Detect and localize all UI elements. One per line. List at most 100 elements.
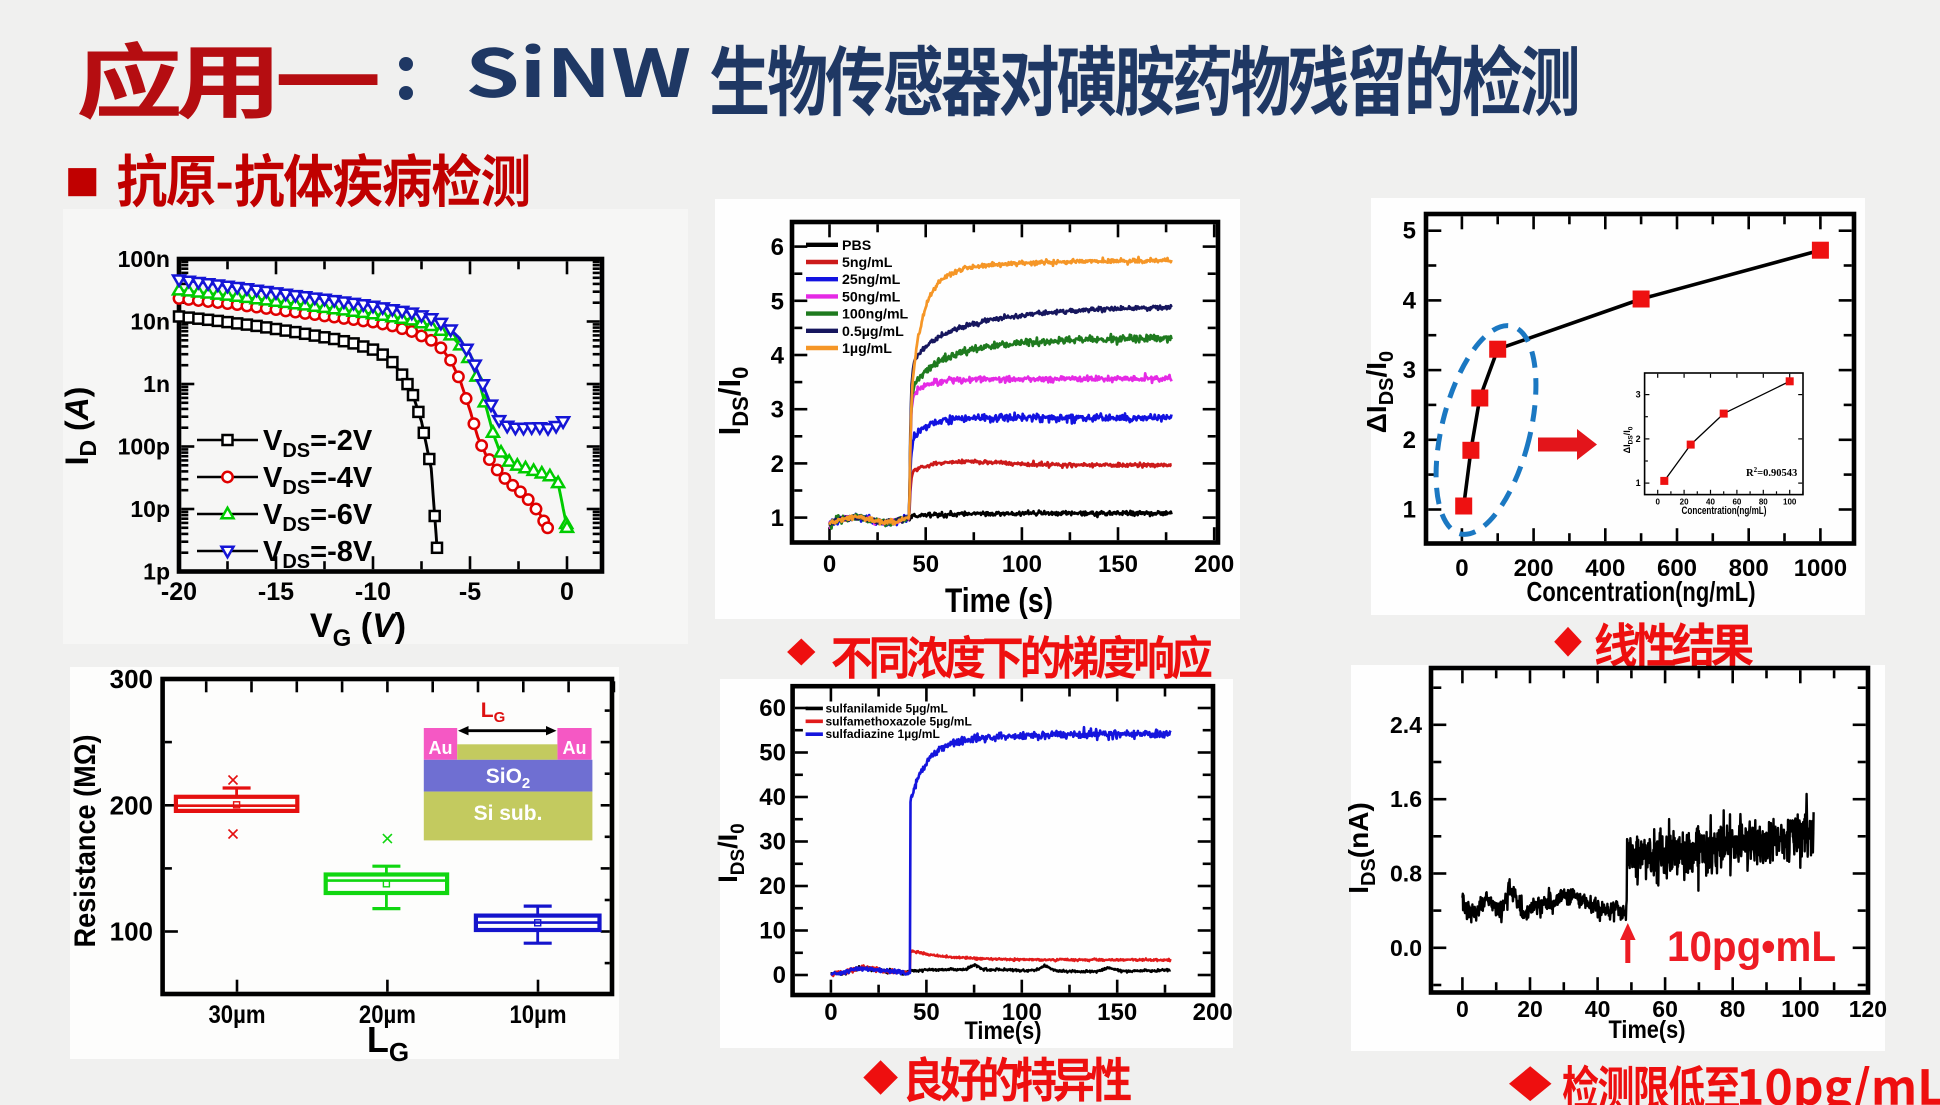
svg-text:100: 100 bbox=[1783, 498, 1797, 507]
svg-text:150: 150 bbox=[1098, 551, 1138, 578]
svg-text:-15: -15 bbox=[258, 578, 294, 606]
svg-text:0: 0 bbox=[560, 578, 574, 606]
svg-text:sulfanilamide 5µg/mL: sulfanilamide 5µg/mL bbox=[826, 701, 948, 715]
svg-text:4: 4 bbox=[771, 343, 785, 370]
svg-text:VG (V): VG (V) bbox=[310, 607, 406, 652]
svg-text:1: 1 bbox=[771, 505, 784, 532]
svg-text:100ng/mL: 100ng/mL bbox=[842, 307, 909, 323]
svg-text:10p: 10p bbox=[130, 496, 170, 522]
svg-text:2: 2 bbox=[1636, 434, 1641, 444]
svg-text:0: 0 bbox=[824, 999, 837, 1026]
svg-text:0: 0 bbox=[773, 962, 786, 989]
svg-text:2.4: 2.4 bbox=[1390, 712, 1422, 738]
svg-text:-10: -10 bbox=[355, 578, 391, 606]
svg-text:Resistance (MΩ): Resistance (MΩ) bbox=[69, 735, 102, 948]
svg-text:100n: 100n bbox=[118, 246, 170, 272]
svg-text:40: 40 bbox=[759, 784, 786, 811]
svg-text:VDS=-2V: VDS=-2V bbox=[263, 425, 373, 462]
svg-text:Si sub.: Si sub. bbox=[474, 802, 543, 825]
svg-text:50: 50 bbox=[913, 999, 940, 1026]
svg-text:-20: -20 bbox=[161, 578, 197, 606]
svg-text:50ng/mL: 50ng/mL bbox=[842, 289, 901, 305]
svg-text:3: 3 bbox=[771, 397, 784, 424]
svg-text:150: 150 bbox=[1097, 999, 1137, 1026]
svg-text:300: 300 bbox=[110, 664, 153, 694]
svg-text:60: 60 bbox=[1732, 498, 1741, 507]
svg-text:60: 60 bbox=[1652, 996, 1678, 1022]
svg-text:VDS=-6V: VDS=-6V bbox=[263, 499, 373, 536]
svg-text:10: 10 bbox=[759, 918, 786, 945]
svg-text:0: 0 bbox=[1655, 498, 1660, 507]
svg-text:100: 100 bbox=[1002, 999, 1042, 1026]
svg-text:80: 80 bbox=[1759, 498, 1768, 507]
svg-text:3: 3 bbox=[1636, 390, 1641, 400]
svg-text:VDS=-4V: VDS=-4V bbox=[263, 462, 373, 499]
svg-text:1µg/mL: 1µg/mL bbox=[842, 341, 892, 357]
svg-text:0: 0 bbox=[1455, 555, 1468, 582]
svg-text:800: 800 bbox=[1729, 555, 1769, 582]
svg-text:20: 20 bbox=[1517, 996, 1543, 1022]
svg-text:Au: Au bbox=[429, 738, 453, 758]
svg-text:10pg•mL: 10pg•mL bbox=[1667, 923, 1836, 971]
svg-text:PBS: PBS bbox=[842, 238, 871, 254]
svg-text:200: 200 bbox=[1194, 551, 1234, 578]
svg-text:60: 60 bbox=[759, 695, 786, 722]
svg-text:LG: LG bbox=[367, 1019, 409, 1067]
svg-text:30µm: 30µm bbox=[209, 1001, 266, 1029]
svg-text:40: 40 bbox=[1585, 996, 1611, 1022]
svg-text:R2=0.90543: R2=0.90543 bbox=[1746, 466, 1797, 479]
svg-text:5: 5 bbox=[771, 288, 784, 315]
svg-text:600: 600 bbox=[1657, 555, 1697, 582]
svg-text:1: 1 bbox=[1636, 478, 1641, 488]
svg-text:Time (s): Time (s) bbox=[945, 582, 1053, 620]
svg-text:1p: 1p bbox=[143, 559, 170, 585]
svg-text:200: 200 bbox=[1514, 555, 1554, 582]
svg-text:0.5µg/mL: 0.5µg/mL bbox=[842, 324, 904, 340]
svg-text:0.0: 0.0 bbox=[1390, 935, 1422, 961]
svg-text:3: 3 bbox=[1403, 357, 1416, 384]
svg-text:Time(s): Time(s) bbox=[1609, 1016, 1686, 1044]
svg-text:IDS/I0: IDS/I0 bbox=[713, 823, 749, 883]
svg-text:4: 4 bbox=[1403, 287, 1417, 314]
svg-text:Concentration(ng/mL): Concentration(ng/mL) bbox=[1527, 576, 1756, 607]
svg-text:2: 2 bbox=[771, 451, 784, 478]
svg-text:20: 20 bbox=[1680, 498, 1689, 507]
svg-text:10n: 10n bbox=[130, 309, 170, 335]
svg-text:200: 200 bbox=[1193, 999, 1233, 1026]
svg-text:1.6: 1.6 bbox=[1390, 786, 1422, 812]
svg-text:Au: Au bbox=[563, 738, 587, 758]
svg-text:30: 30 bbox=[759, 829, 786, 856]
svg-text:1n: 1n bbox=[143, 371, 170, 397]
svg-text:1: 1 bbox=[1403, 497, 1416, 524]
svg-text:1000: 1000 bbox=[1794, 555, 1847, 582]
svg-text:Time(s): Time(s) bbox=[965, 1017, 1042, 1045]
svg-text:Concentration(ng/mL): Concentration(ng/mL) bbox=[1682, 505, 1767, 517]
svg-text:100: 100 bbox=[1002, 551, 1042, 578]
svg-text:10µm: 10µm bbox=[510, 1001, 567, 1029]
svg-text:100: 100 bbox=[1781, 996, 1819, 1022]
svg-text:ΔIDS/I0: ΔIDS/I0 bbox=[1622, 426, 1635, 453]
svg-text:20µm: 20µm bbox=[359, 1001, 416, 1029]
svg-text:200: 200 bbox=[110, 790, 153, 820]
svg-text:sulfadiazine 1µg/mL: sulfadiazine 1µg/mL bbox=[826, 727, 940, 741]
svg-text:0: 0 bbox=[1456, 996, 1469, 1022]
svg-text:-5: -5 bbox=[459, 578, 481, 606]
svg-text:50: 50 bbox=[759, 740, 786, 767]
svg-text:5ng/mL: 5ng/mL bbox=[842, 255, 893, 271]
svg-text:80: 80 bbox=[1720, 996, 1746, 1022]
svg-text:sulfamethoxazole 5µg/mL: sulfamethoxazole 5µg/mL bbox=[826, 714, 972, 728]
svg-text:400: 400 bbox=[1585, 555, 1625, 582]
svg-text:120: 120 bbox=[1849, 996, 1887, 1022]
svg-text:VDS=-8V: VDS=-8V bbox=[263, 536, 373, 573]
svg-text:50: 50 bbox=[912, 551, 939, 578]
svg-text:20: 20 bbox=[759, 873, 786, 900]
svg-text:100p: 100p bbox=[118, 434, 170, 460]
svg-text:0: 0 bbox=[823, 551, 836, 578]
svg-text:100: 100 bbox=[110, 917, 153, 947]
svg-text:6: 6 bbox=[771, 234, 784, 261]
svg-text:2: 2 bbox=[1403, 427, 1416, 454]
svg-text:5: 5 bbox=[1403, 218, 1416, 245]
svg-text:0.8: 0.8 bbox=[1390, 861, 1422, 887]
svg-text:40: 40 bbox=[1706, 498, 1715, 507]
svg-text:25ng/mL: 25ng/mL bbox=[842, 272, 901, 288]
